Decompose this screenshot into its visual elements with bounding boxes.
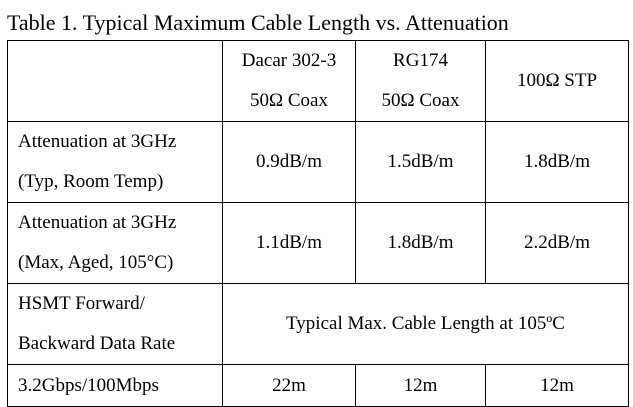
cell-text: 22m (272, 374, 306, 396)
row-label-cell: Attenuation at 3GHz (Max, Aged, 105°C) (7, 202, 223, 284)
cell-text: 2.2dB/m (524, 232, 590, 253)
data-cell: 22m (222, 364, 356, 407)
data-cell: 0.9dB/m (222, 121, 356, 203)
header-text: RG174 (393, 50, 448, 71)
cell-text: 0.9dB/m (256, 151, 322, 172)
header-text: 50Ω Coax (381, 90, 460, 111)
data-cell: 2.2dB/m (485, 202, 629, 284)
data-cell: 1.8dB/m (485, 121, 629, 203)
row-label: Attenuation at 3GHz (18, 131, 177, 152)
header-cell: Dacar 302-3 50Ω Coax (222, 40, 356, 122)
row-label-cell: HSMT Forward/Backward Data Rate (7, 283, 223, 365)
data-cell: 1.8dB/m (355, 202, 486, 284)
data-cell: 1.1dB/m (222, 202, 356, 284)
header-cell: RG174 50Ω Coax (355, 40, 486, 122)
cell-text: 12m (403, 374, 438, 396)
row-label: 3.2Gbps/100Mbps (18, 374, 159, 396)
cell-text: 12m (540, 374, 574, 396)
header-text: 50Ω Coax (250, 90, 328, 111)
cell-text: 1.8dB/m (387, 232, 454, 253)
data-cell: 1.5dB/m (355, 121, 486, 203)
header-cell: 100Ω STP (485, 40, 629, 122)
header-text: 100Ω STP (516, 70, 598, 91)
header-text: Dacar 302-3 (241, 50, 337, 71)
table-title: Table 1. Typical Maximum Cable Length vs… (7, 10, 509, 35)
row-label: (Max, Aged, 105°C) (18, 252, 174, 273)
row-label: HSMT Forward/ (18, 293, 145, 314)
row-label: Backward Data Rate (18, 333, 176, 354)
table-body: Dacar 302-3 50Ω Coax RG174 50Ω Coax 100Ω STP… (7, 40, 629, 407)
header-row: Dacar 302-3 50Ω Coax RG174 50Ω Coax 100Ω STP (7, 40, 629, 122)
data-cell: 12m (355, 364, 486, 407)
row-label-cell: Attenuation at 3GHz (Typ, Room Temp) (7, 121, 223, 203)
row-label-cell: 3.2Gbps/100Mbps (7, 364, 223, 407)
cell-text: 1.1dB/m (256, 232, 322, 253)
span-cell: Typical Max. Cable Length at 105ºC (222, 283, 629, 365)
row-label: (Typ, Room Temp) (18, 171, 164, 192)
table-row: Attenuation at 3GHz (Typ, Room Temp) 0.9dB… (7, 121, 629, 203)
table-row: Attenuation at 3GHz (Max, Aged, 105°C) 1.1… (7, 202, 629, 284)
corner-cell (7, 40, 223, 122)
cell-text: Typical Max. Cable Length at 105ºC (286, 313, 565, 334)
row-label: Attenuation at 3GHz (18, 212, 177, 233)
cell-text: 1.8dB/m (524, 151, 590, 172)
table: Dacar 302-3 50Ω Coax RG174 50Ω Coax 100Ω STP… (7, 40, 629, 407)
table-row: HSMT Forward/Backward Data Rate Typical M… (7, 283, 629, 365)
cell-text: 1.5dB/m (387, 151, 454, 172)
data-cell: 12m (485, 364, 629, 407)
table-row: 3.2Gbps/100Mbps 22m 12m 12m (7, 364, 629, 407)
